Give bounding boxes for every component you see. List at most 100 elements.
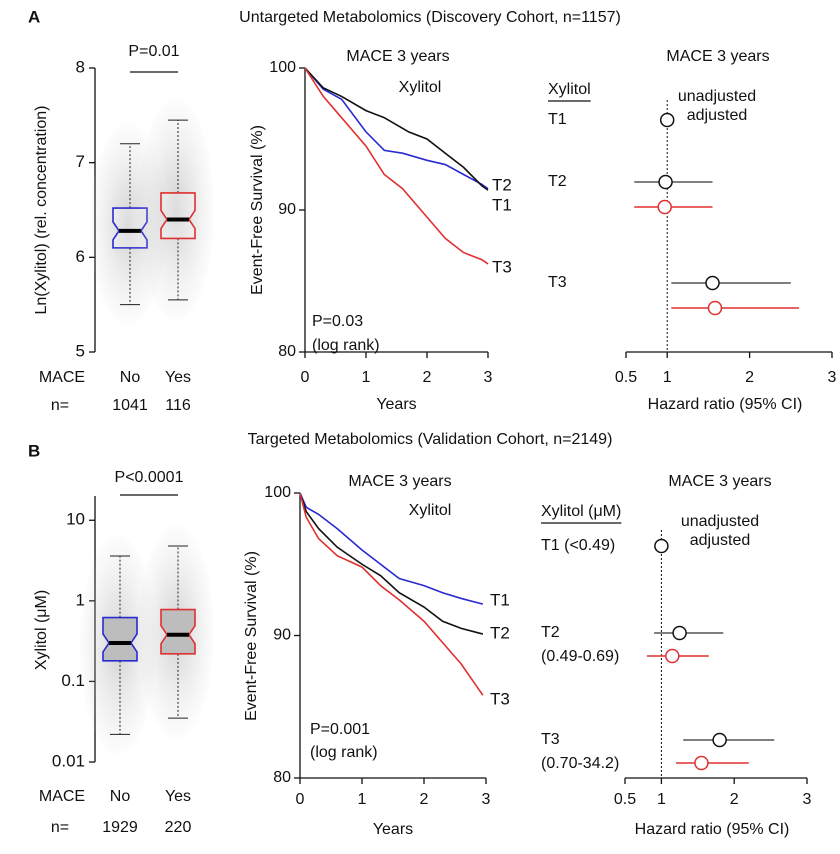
hazard-point bbox=[658, 174, 673, 190]
y-tick-label: 0.01 bbox=[52, 751, 85, 770]
x-tick-label: 3 bbox=[803, 791, 812, 808]
annotation: (log rank) bbox=[312, 337, 380, 354]
chart-title: MACE 3 years bbox=[666, 48, 769, 65]
panel-title: Targeted Metabolomics (Validation Cohort… bbox=[248, 431, 613, 448]
legend-entry: adjusted bbox=[687, 107, 748, 124]
x-tick-label: 1 bbox=[663, 369, 672, 386]
group-label: MACE bbox=[39, 788, 85, 805]
y-tick-label: 90 bbox=[273, 627, 291, 644]
x-tick-label: 1 bbox=[358, 791, 367, 808]
survival-curve bbox=[299, 492, 484, 635]
row-label: T2 bbox=[548, 173, 567, 190]
x-tick-label: 3 bbox=[828, 369, 837, 386]
y-tick-label: 6 bbox=[76, 247, 85, 266]
x-tick-label: 0 bbox=[301, 369, 310, 386]
panel-label: A bbox=[28, 7, 40, 26]
hazard-point bbox=[657, 199, 672, 215]
x-tick-label: 2 bbox=[730, 791, 739, 808]
series-label: T1 bbox=[492, 195, 512, 214]
annotation: (log rank) bbox=[310, 744, 378, 761]
x-tick-label: 2 bbox=[745, 369, 754, 386]
survival-curve bbox=[304, 67, 489, 265]
chart-subtitle: Xylitol bbox=[409, 502, 452, 519]
chart-title: MACE 3 years bbox=[348, 473, 451, 490]
row-label: (0.70-34.2) bbox=[541, 755, 619, 772]
hazard-point bbox=[672, 625, 687, 641]
series-label: T2 bbox=[492, 175, 512, 194]
hazard-point bbox=[659, 112, 675, 128]
x-tick-label: 0.5 bbox=[615, 369, 637, 386]
survival-curve bbox=[304, 67, 489, 190]
count-label: 1041 bbox=[112, 397, 148, 414]
x-tick-label: 0.5 bbox=[614, 791, 636, 808]
annotation: P=0.001 bbox=[310, 721, 370, 738]
row-label: T1 bbox=[548, 111, 567, 128]
p-value: P<0.0001 bbox=[115, 469, 184, 486]
x-tick-label: 0 bbox=[296, 791, 305, 808]
hazard-point bbox=[712, 732, 727, 748]
x-axis-label: Years bbox=[376, 396, 416, 413]
y-tick-label: 90 bbox=[278, 201, 296, 218]
y-tick-label: 1 bbox=[76, 590, 85, 609]
axes bbox=[304, 68, 488, 353]
legend-entry: unadjusted bbox=[678, 88, 756, 105]
y-axis-label: Event-Free Survival (%) bbox=[243, 551, 260, 721]
x-tick-label: 2 bbox=[420, 791, 429, 808]
survival-curve bbox=[304, 67, 489, 191]
y-tick-label: 7 bbox=[76, 152, 85, 171]
survival-curve bbox=[299, 492, 484, 696]
count-label: 116 bbox=[165, 397, 191, 414]
series-label: T3 bbox=[492, 257, 512, 276]
annotation: P=0.03 bbox=[312, 313, 363, 330]
x-tick-label: 2 bbox=[423, 369, 432, 386]
y-tick-label: 100 bbox=[264, 484, 291, 501]
row-label: T2 bbox=[541, 624, 560, 641]
x-tick-label: 3 bbox=[484, 369, 493, 386]
chart-title: MACE 3 years bbox=[346, 48, 449, 65]
chart-subtitle: Xylitol bbox=[399, 79, 442, 96]
y-tick-label: 5 bbox=[76, 341, 85, 360]
x-tick-label: Yes bbox=[165, 369, 191, 386]
y-tick-label: 10 bbox=[66, 510, 85, 529]
row-label: T1 (<0.49) bbox=[541, 537, 615, 554]
series-label: T3 bbox=[490, 689, 510, 708]
series-label: T1 bbox=[490, 590, 510, 609]
p-value: P=0.01 bbox=[128, 43, 179, 60]
box bbox=[160, 192, 196, 240]
y-tick-label: 0.1 bbox=[61, 671, 85, 690]
hazard-point bbox=[654, 538, 669, 554]
hazard-point bbox=[665, 648, 680, 664]
survival-curve bbox=[299, 492, 484, 605]
legend-entry: adjusted bbox=[690, 532, 751, 549]
hazard-point bbox=[705, 275, 720, 291]
column-header: Xylitol bbox=[548, 81, 591, 98]
y-tick-label: 80 bbox=[278, 343, 296, 360]
hazard-point bbox=[707, 300, 723, 316]
n-label: n= bbox=[51, 397, 69, 414]
group-label: MACE bbox=[39, 369, 85, 386]
hazard-point bbox=[694, 755, 709, 771]
x-tick-label: 1 bbox=[657, 791, 666, 808]
row-label: (0.49-0.69) bbox=[541, 648, 619, 665]
x-tick-label: Yes bbox=[165, 788, 191, 805]
x-tick-label: 3 bbox=[482, 791, 491, 808]
y-axis-label: Ln(Xylitol) (rel. concentration) bbox=[33, 106, 50, 315]
y-axis-label: Xylitol (μM) bbox=[33, 590, 50, 670]
x-axis-label: Years bbox=[373, 821, 413, 838]
x-tick-label: No bbox=[110, 788, 131, 805]
panel-label: B bbox=[28, 441, 40, 460]
column-header: Xylitol (μM) bbox=[541, 503, 621, 520]
box bbox=[102, 616, 138, 662]
series-label: T2 bbox=[490, 623, 510, 642]
box bbox=[160, 608, 196, 655]
row-label: T3 bbox=[541, 731, 560, 748]
y-tick-label: 8 bbox=[76, 57, 85, 76]
row-label: T3 bbox=[548, 274, 567, 291]
n-label: n= bbox=[51, 819, 69, 836]
x-tick-label: No bbox=[120, 369, 141, 386]
chart-title: MACE 3 years bbox=[668, 473, 771, 490]
y-tick-label: 80 bbox=[273, 769, 291, 786]
panel-title: Untargeted Metabolomics (Discovery Cohor… bbox=[239, 9, 621, 26]
legend-entry: unadjusted bbox=[681, 513, 759, 530]
